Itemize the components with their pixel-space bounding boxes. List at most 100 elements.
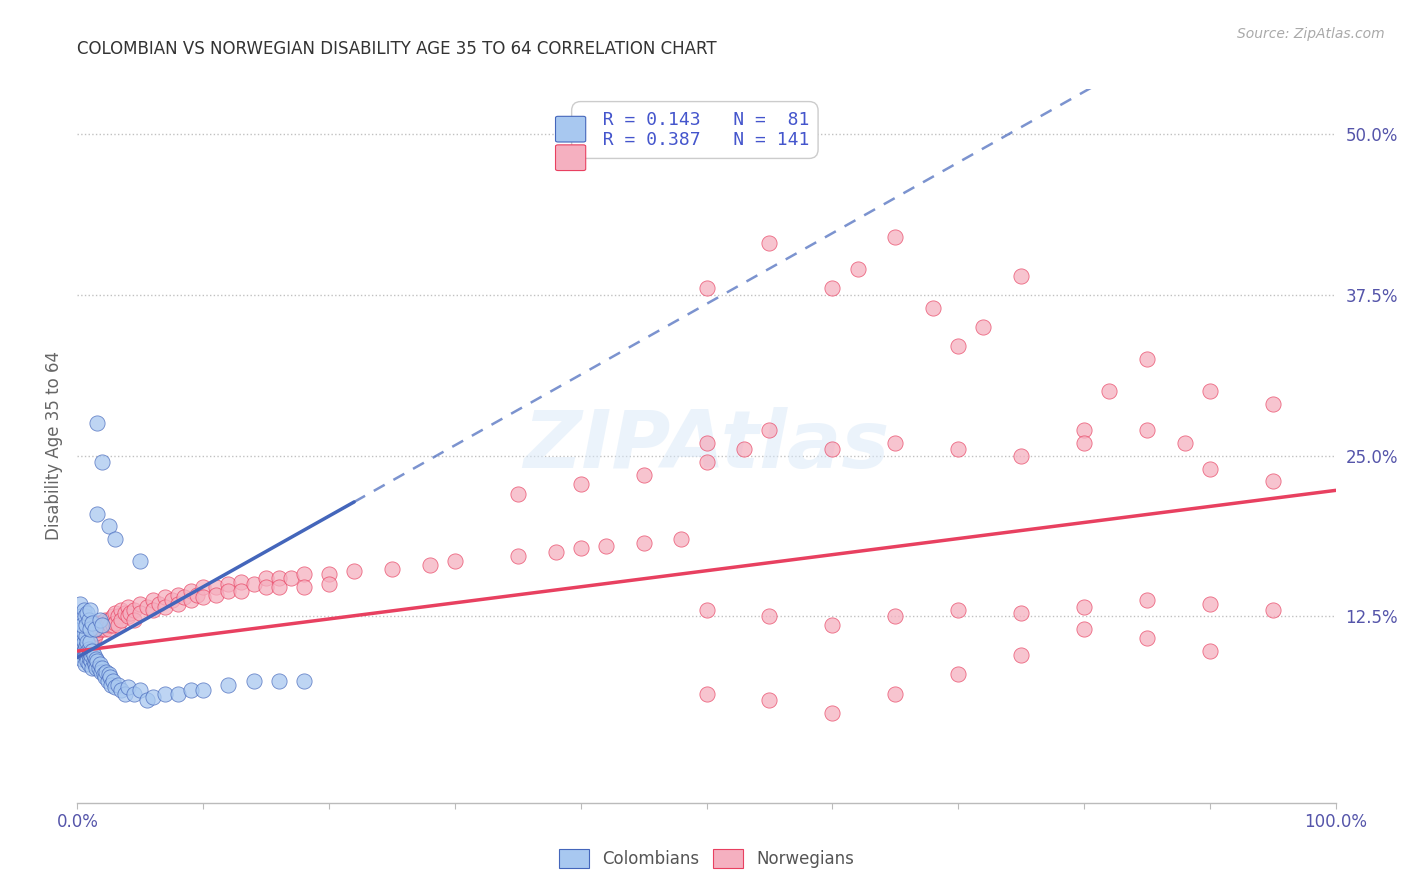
- Point: [80, 618, 103, 632]
- Point: [1261, 475, 1284, 489]
- Point: [90, 665, 112, 679]
- Point: [733, 442, 755, 457]
- Point: [93, 667, 115, 681]
- Point: [142, 592, 165, 607]
- Point: [1136, 423, 1159, 437]
- Point: [75, 639, 97, 653]
- Point: [1198, 384, 1220, 399]
- Point: [1010, 449, 1032, 463]
- Point: [758, 423, 780, 437]
- Point: [292, 580, 315, 594]
- Point: [104, 533, 127, 547]
- Point: [73, 657, 96, 671]
- Point: [72, 635, 94, 649]
- Legend: Colombians, Norwegians: Colombians, Norwegians: [551, 840, 862, 877]
- Point: [129, 597, 152, 611]
- Point: [544, 545, 567, 559]
- Point: [97, 667, 120, 681]
- Point: [569, 477, 592, 491]
- Point: [69, 597, 91, 611]
- Point: [122, 603, 145, 617]
- Point: [69, 615, 91, 630]
- Point: [72, 626, 94, 640]
- Point: [129, 554, 152, 568]
- Point: [1073, 423, 1095, 437]
- Point: [506, 549, 529, 563]
- Point: [72, 618, 94, 632]
- Point: [204, 580, 226, 594]
- Point: [758, 236, 780, 251]
- Point: [104, 615, 127, 630]
- Point: [91, 455, 114, 469]
- Point: [696, 686, 718, 700]
- Point: [82, 644, 104, 658]
- Point: [72, 631, 94, 645]
- Point: [1198, 461, 1220, 475]
- Point: [86, 654, 108, 668]
- Point: [242, 673, 264, 688]
- Point: [73, 609, 96, 624]
- Point: [79, 644, 101, 658]
- Point: [89, 615, 111, 630]
- Point: [444, 554, 467, 568]
- Point: [79, 631, 101, 645]
- Point: [75, 629, 97, 643]
- Point: [180, 682, 202, 697]
- Point: [77, 613, 100, 627]
- Point: [97, 519, 120, 533]
- Point: [91, 618, 114, 632]
- Point: [142, 690, 165, 705]
- Point: [633, 536, 655, 550]
- Point: [67, 622, 90, 636]
- Point: [167, 597, 190, 611]
- Point: [180, 592, 202, 607]
- Point: [79, 622, 101, 636]
- Point: [97, 613, 120, 627]
- Point: [87, 618, 110, 632]
- Point: [1136, 631, 1159, 645]
- Point: [167, 686, 190, 700]
- Point: [75, 629, 97, 643]
- Point: [75, 648, 97, 662]
- Point: [821, 281, 844, 295]
- Point: [280, 571, 302, 585]
- Point: [73, 648, 96, 662]
- Point: [122, 686, 145, 700]
- Point: [884, 686, 907, 700]
- Point: [1174, 435, 1197, 450]
- Point: [1198, 597, 1220, 611]
- Point: [100, 677, 122, 691]
- Point: [204, 587, 226, 601]
- Point: [84, 618, 107, 632]
- Point: [129, 682, 152, 697]
- Point: [73, 641, 96, 656]
- Point: [318, 577, 340, 591]
- Point: [1136, 592, 1159, 607]
- Point: [180, 583, 202, 598]
- Point: [948, 339, 970, 353]
- Point: [107, 609, 129, 624]
- Point: [107, 677, 129, 691]
- Point: [76, 635, 98, 649]
- Point: [89, 622, 111, 636]
- Point: [82, 631, 104, 645]
- Point: [79, 635, 101, 649]
- Point: [1073, 622, 1095, 636]
- Point: [122, 613, 145, 627]
- Point: [77, 648, 100, 662]
- Point: [160, 592, 183, 607]
- Point: [86, 622, 108, 636]
- Point: [82, 615, 104, 630]
- Point: [343, 565, 366, 579]
- Point: [186, 587, 208, 601]
- Point: [1098, 384, 1121, 399]
- Point: [142, 603, 165, 617]
- Point: [117, 609, 139, 624]
- Text: COLOMBIAN VS NORWEGIAN DISABILITY AGE 35 TO 64 CORRELATION CHART: COLOMBIAN VS NORWEGIAN DISABILITY AGE 35…: [77, 40, 717, 58]
- Point: [76, 606, 98, 620]
- Point: [191, 682, 215, 697]
- Point: [155, 600, 177, 615]
- Point: [87, 661, 110, 675]
- Point: [72, 652, 94, 666]
- Point: [506, 487, 529, 501]
